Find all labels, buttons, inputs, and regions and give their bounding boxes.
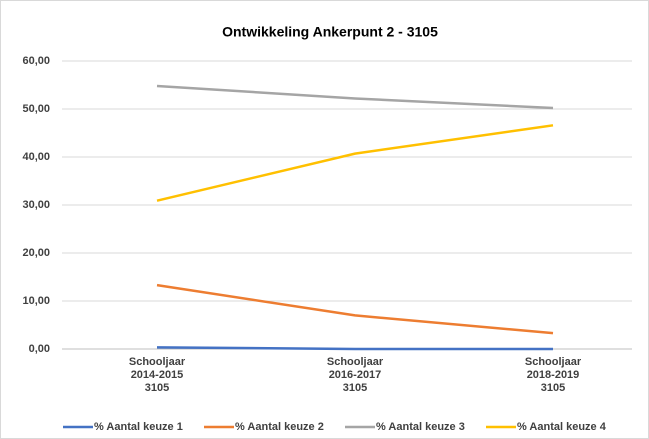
line-series (156, 124, 554, 202)
legend-label: % Aantal keuze 1 (94, 421, 183, 433)
line-series (156, 84, 554, 110)
x-tick-label: Schooljaar 2016-2017 3105 (326, 356, 384, 394)
line-series (156, 283, 554, 335)
y-tick-label: 0,00 (29, 343, 50, 355)
legend-label: % Aantal keuze 3 (376, 421, 465, 433)
x-tick-label: Schooljaar 2014-2015 3105 (128, 356, 186, 394)
y-tick-label: 30,00 (22, 199, 50, 211)
legend-label: % Aantal keuze 4 (517, 421, 607, 433)
chart-title: Ontwikkeling Ankerpunt 2 - 3105 (222, 24, 438, 40)
y-tick-label: 60,00 (22, 55, 50, 67)
x-tick-label: Schooljaar 2018-2019 3105 (524, 356, 582, 394)
y-tick-label: 40,00 (22, 151, 50, 163)
y-tick-label: 20,00 (22, 247, 50, 259)
y-tick-label: 50,00 (22, 103, 50, 115)
y-tick-label: 10,00 (22, 295, 50, 307)
legend-label: % Aantal keuze 2 (235, 421, 324, 433)
line-series (156, 346, 553, 351)
